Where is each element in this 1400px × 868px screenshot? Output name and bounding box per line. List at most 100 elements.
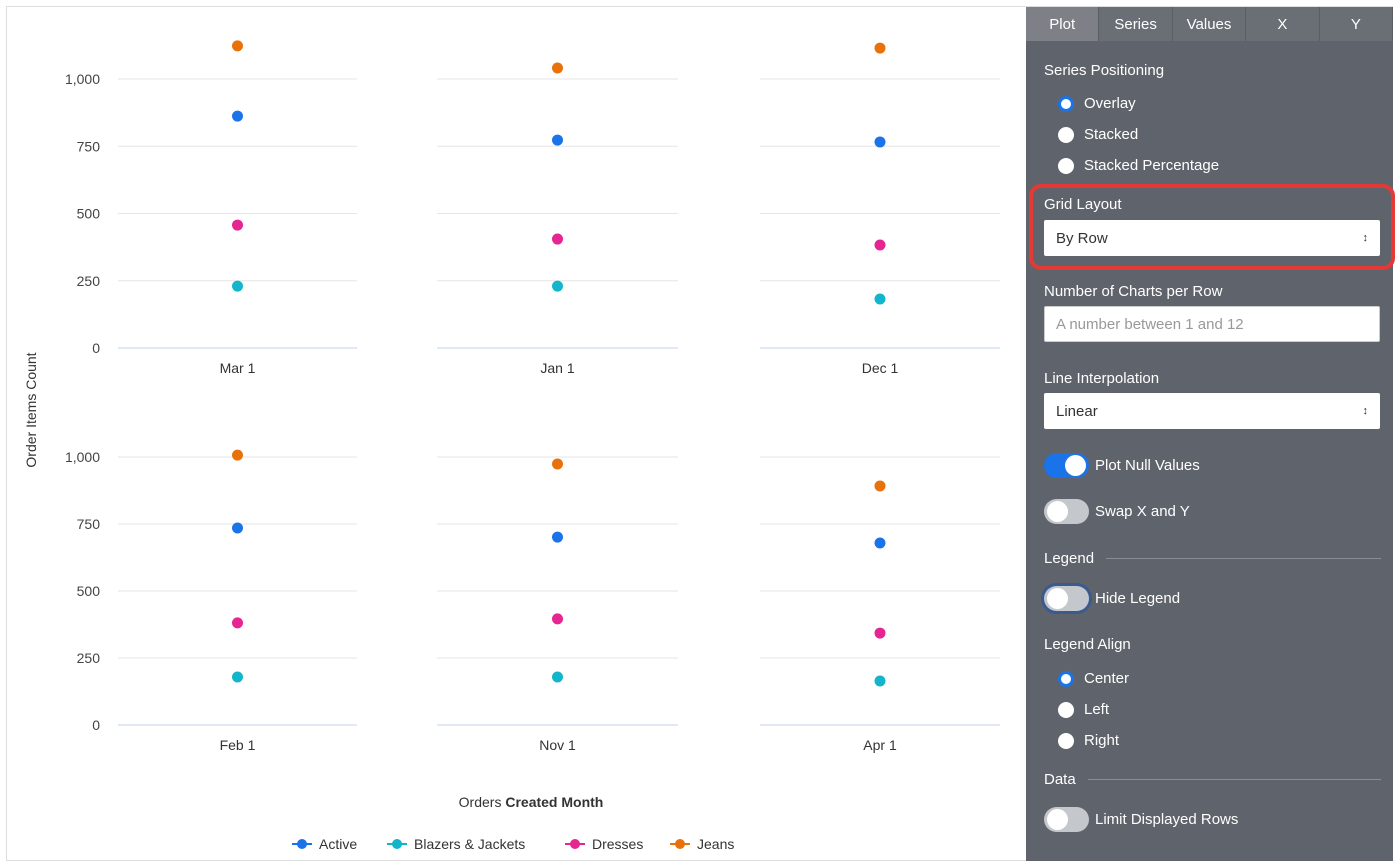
radio-label: Stacked — [1084, 126, 1139, 143]
radio-selected-icon — [1058, 670, 1074, 687]
data-point-jeans — [552, 458, 563, 470]
line-interpolation-select[interactable]: Linear ↕ — [1044, 393, 1380, 429]
y-tick-label: 0 — [92, 717, 100, 733]
settings-panel: Plot Series Values X Y Series Positionin… — [1026, 7, 1394, 861]
x-tick-label: Jan 1 — [540, 360, 574, 376]
radio-label: Overlay — [1084, 95, 1136, 112]
radio-icon — [1058, 126, 1074, 143]
radio-label: Stacked Percentage — [1084, 157, 1220, 174]
radio-label: Left — [1084, 701, 1110, 718]
y-tick-label: 750 — [77, 138, 101, 154]
y-tick-label: 750 — [77, 516, 101, 532]
radio-label: Center — [1084, 670, 1130, 687]
toggle-switch — [1044, 586, 1089, 611]
data-point-dresses — [552, 233, 563, 245]
hide-legend-toggle[interactable]: Hide Legend — [1044, 586, 1180, 611]
radio-stacked-percentage[interactable]: Stacked Percentage — [1058, 157, 1219, 174]
data-point-dresses — [232, 617, 243, 629]
radio-selected-icon — [1058, 95, 1074, 112]
data-point-blazers-jackets — [874, 293, 886, 305]
section-title: Legend — [1044, 550, 1095, 567]
legend-label: Jeans — [697, 836, 734, 852]
data-section: Data — [1044, 771, 1381, 788]
data-point-blazers-jackets — [874, 675, 886, 687]
grid-layout-select[interactable]: By Row ↕ — [1044, 220, 1380, 256]
plot-null-values-toggle[interactable]: Plot Null Values — [1044, 453, 1200, 478]
x-tick-label: Feb 1 — [220, 737, 256, 753]
toggle-switch — [1044, 807, 1089, 832]
y-axis-title: Order Items Count — [23, 352, 39, 467]
legend-marker — [675, 839, 685, 849]
data-point-active — [552, 531, 563, 543]
toggle-switch — [1044, 453, 1089, 478]
data-point-active — [232, 110, 243, 122]
select-value: By Row — [1056, 229, 1108, 247]
x-tick-label: Apr 1 — [863, 737, 897, 753]
tab-series[interactable]: Series — [1099, 7, 1173, 41]
select-value: Linear — [1056, 402, 1098, 420]
swap-xy-toggle[interactable]: Swap X and Y — [1044, 499, 1190, 524]
data-point-active — [232, 522, 243, 534]
toggle-label: Swap X and Y — [1095, 503, 1190, 520]
toggle-label: Plot Null Values — [1095, 457, 1200, 474]
tab-values[interactable]: Values — [1173, 7, 1247, 41]
data-point-dresses — [552, 613, 563, 625]
y-tick-label: 1,000 — [65, 71, 100, 87]
x-tick-label: Dec 1 — [862, 360, 899, 376]
updown-arrows-icon: ↕ — [1362, 405, 1369, 417]
legend-marker — [392, 839, 402, 849]
y-tick-label: 0 — [92, 340, 100, 356]
y-tick-label: 250 — [77, 650, 101, 666]
radio-overlay[interactable]: Overlay — [1058, 95, 1136, 112]
data-point-dresses — [874, 627, 886, 639]
data-point-active — [552, 134, 563, 146]
legend-label: Active — [319, 836, 357, 852]
radio-icon — [1058, 732, 1074, 749]
tab-bar: Plot Series Values X Y — [1026, 7, 1394, 41]
line-interpolation-label: Line Interpolation — [1044, 370, 1160, 387]
chart: 0 250 500 750 1,000 Mar 1 Jan 1 Dec 1 0 250 500 750… — [23, 40, 1000, 852]
data-point-active — [874, 136, 886, 148]
legend-marker — [297, 839, 307, 849]
data-point-blazers-jackets — [232, 280, 243, 292]
radio-label: Right — [1084, 732, 1120, 749]
radio-right[interactable]: Right — [1058, 732, 1119, 749]
radio-icon — [1058, 157, 1074, 174]
data-point-jeans — [232, 40, 243, 52]
y-tick-label: 1,000 — [65, 449, 100, 465]
data-point-dresses — [874, 239, 886, 251]
data-point-blazers-jackets — [232, 671, 243, 683]
radio-stacked[interactable]: Stacked — [1058, 126, 1138, 143]
legend-align-label: Legend Align — [1044, 636, 1131, 653]
x-axis-title: Orders Created Month — [459, 794, 604, 810]
toggle-label: Limit Displayed Rows — [1095, 811, 1239, 828]
toggle-switch — [1044, 499, 1089, 524]
data-point-jeans — [552, 62, 563, 74]
data-point-jeans — [874, 42, 886, 54]
tab-y[interactable]: Y — [1320, 7, 1394, 41]
radio-center[interactable]: Center — [1058, 670, 1129, 687]
y-tick-label: 500 — [77, 583, 101, 599]
x-tick-label: Mar 1 — [220, 360, 256, 376]
data-point-dresses — [232, 219, 243, 231]
tab-x[interactable]: X — [1246, 7, 1320, 41]
y-tick-label: 250 — [77, 273, 101, 289]
data-point-blazers-jackets — [552, 280, 563, 292]
radio-left[interactable]: Left — [1058, 701, 1109, 718]
radio-icon — [1058, 701, 1074, 718]
limit-rows-toggle[interactable]: Limit Displayed Rows — [1044, 807, 1238, 832]
data-point-jeans — [874, 480, 886, 492]
data-point-active — [874, 537, 886, 549]
legend-section: Legend — [1044, 550, 1381, 567]
data-point-jeans — [232, 449, 243, 461]
highlight-box — [1029, 184, 1395, 270]
legend-label: Dresses — [592, 836, 643, 852]
charts-per-row-input[interactable] — [1044, 306, 1380, 342]
tab-plot[interactable]: Plot — [1026, 7, 1100, 41]
series-positioning-label: Series Positioning — [1044, 62, 1165, 79]
updown-arrows-icon: ↕ — [1362, 232, 1369, 244]
data-point-blazers-jackets — [552, 671, 563, 683]
y-tick-label: 500 — [77, 206, 101, 222]
grid-layout-label: Grid Layout — [1044, 196, 1122, 213]
legend-marker — [570, 839, 580, 849]
